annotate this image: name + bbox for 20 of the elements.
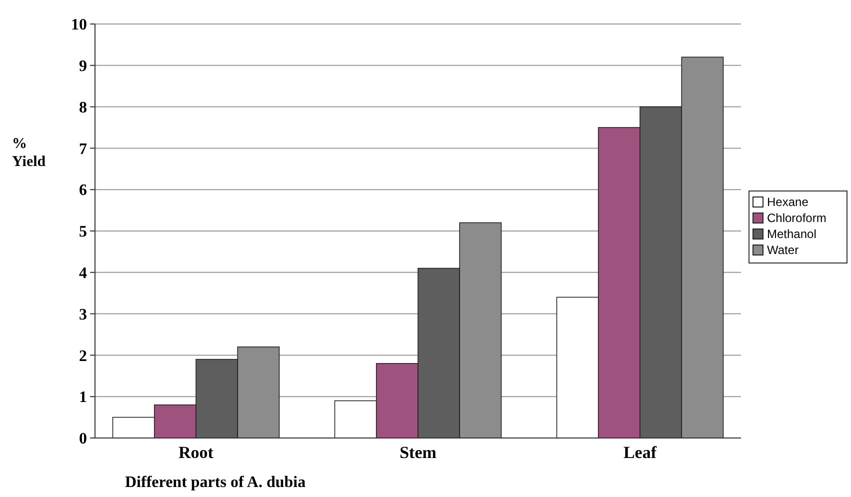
y-tick-label: 9 bbox=[79, 58, 87, 75]
y-tick-label: 7 bbox=[79, 140, 87, 158]
x-tick-label: Stem bbox=[400, 443, 436, 462]
x-axis-title: Different parts of A. dubia bbox=[125, 474, 306, 491]
y-tick-label: 0 bbox=[79, 430, 87, 448]
y-tick-label: 3 bbox=[79, 306, 87, 324]
legend-label: Hexane bbox=[767, 195, 809, 209]
y-tick-label: 2 bbox=[79, 348, 87, 365]
legend-label: Chloroform bbox=[767, 211, 826, 225]
legend-label: Water bbox=[767, 243, 799, 257]
y-tick-label: 5 bbox=[79, 224, 87, 241]
y-tick-label: 4 bbox=[79, 265, 87, 282]
x-tick-label: Leaf bbox=[623, 443, 657, 462]
y-tick-label: 8 bbox=[79, 99, 87, 116]
y-axis-title: % Yield bbox=[12, 136, 46, 170]
y-tick-label: 10 bbox=[71, 16, 87, 34]
legend-label: Methanol bbox=[767, 227, 816, 241]
x-tick-label: Root bbox=[178, 443, 214, 462]
y-tick-label: 6 bbox=[79, 182, 87, 200]
y-tick-label: 1 bbox=[79, 389, 87, 406]
